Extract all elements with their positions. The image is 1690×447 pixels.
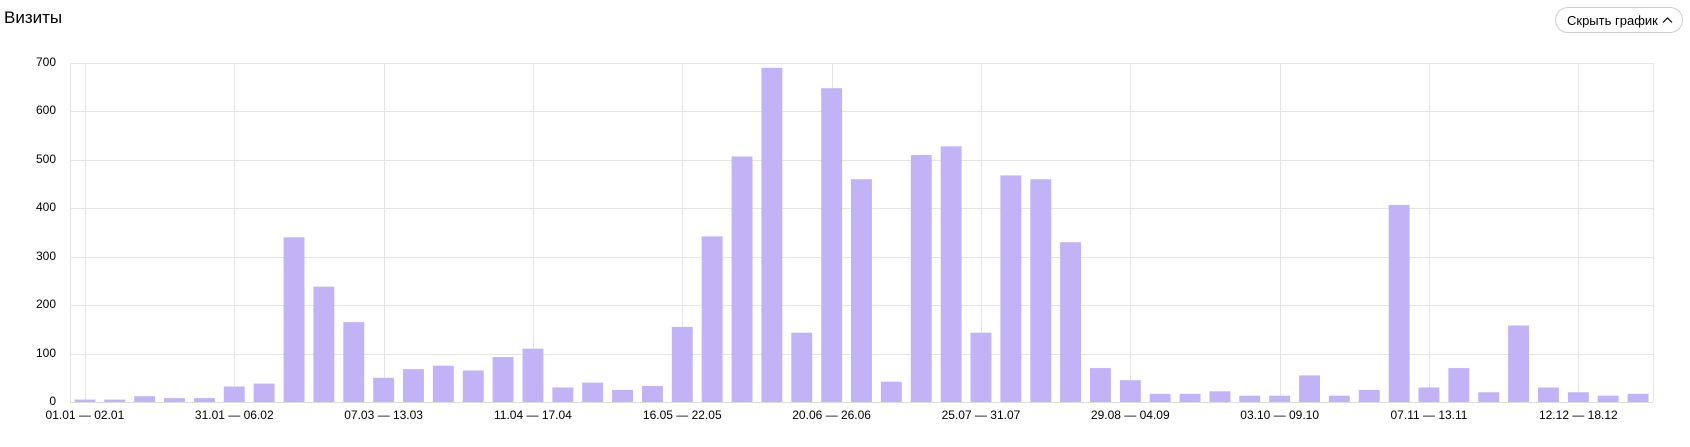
chart-bar[interactable] <box>194 398 215 402</box>
chart-bar[interactable] <box>1209 391 1231 402</box>
chart-bar[interactable] <box>403 369 424 402</box>
chart-bar[interactable] <box>731 156 753 403</box>
y-axis-tick-label: 300 <box>35 248 56 263</box>
chart-bar[interactable] <box>821 88 843 402</box>
chart-bar[interactable] <box>223 386 245 403</box>
chart-bar[interactable] <box>1538 387 1559 403</box>
y-axis-tick-label: 400 <box>35 200 56 215</box>
x-axis-tick-label: 20.06 — 26.06 <box>792 408 871 422</box>
chart-bar[interactable] <box>1597 395 1619 402</box>
chart-bar[interactable] <box>851 179 872 402</box>
chart-bar[interactable] <box>1060 242 1081 402</box>
chart-bar[interactable] <box>343 322 365 402</box>
chart-bar[interactable] <box>1418 387 1440 403</box>
hide-chart-label: Скрыть график <box>1567 12 1658 28</box>
chart-bar[interactable] <box>671 326 693 402</box>
hide-chart-button[interactable]: Скрыть график <box>1555 7 1683 33</box>
chart-bar[interactable] <box>1179 393 1201 402</box>
y-axis-tick-label: 500 <box>35 151 56 166</box>
chart-bar[interactable] <box>373 377 395 402</box>
chart-bar[interactable] <box>761 67 783 403</box>
chart-bar[interactable] <box>134 396 156 402</box>
chart-bar[interactable] <box>522 348 544 402</box>
y-axis-tick-label: 0 <box>49 394 56 408</box>
page-title: Визиты <box>4 8 63 27</box>
chart-bar[interactable] <box>880 381 902 402</box>
x-axis-tick-label: 01.01 — 02.01 <box>45 408 125 422</box>
chart-bar[interactable] <box>1508 325 1529 403</box>
chart-bar[interactable] <box>74 399 96 402</box>
chart-bar[interactable] <box>1627 393 1649 402</box>
chart-bar[interactable] <box>1478 392 1500 402</box>
y-axis-tick-label: 600 <box>35 103 56 118</box>
chart-bar[interactable] <box>1358 389 1380 402</box>
chart-bar[interactable] <box>940 146 962 402</box>
chart-bar[interactable] <box>1299 375 1320 402</box>
chart-bar[interactable] <box>642 386 663 402</box>
x-axis-tick-label: 29.08 — 04.09 <box>1090 408 1170 422</box>
chart-bar[interactable] <box>1448 368 1470 402</box>
chart-bar[interactable] <box>253 383 275 402</box>
chart-bar[interactable] <box>462 370 484 403</box>
chart-bar[interactable] <box>492 357 514 402</box>
chart-bar[interactable] <box>1388 204 1410 402</box>
chart-bar[interactable] <box>432 365 454 402</box>
chart-bar[interactable] <box>164 398 185 402</box>
chart-bar[interactable] <box>612 389 633 402</box>
chart-bar[interactable] <box>701 236 723 402</box>
x-axis-tick-label: 25.07 — 31.07 <box>941 408 1021 422</box>
chart-bar[interactable] <box>1149 393 1171 402</box>
chart-bar[interactable] <box>1567 392 1589 402</box>
x-axis-tick-label: 16.05 — 22.05 <box>642 408 722 422</box>
chart-bar[interactable] <box>791 332 813 402</box>
chevron-up-icon <box>1662 16 1673 24</box>
x-axis-tick-label: 12.12 — 18.12 <box>1538 408 1618 422</box>
y-axis-tick-label: 700 <box>35 55 56 69</box>
y-axis-tick-label: 100 <box>35 345 56 360</box>
chart-bar[interactable] <box>1000 175 1022 402</box>
chart-bar[interactable] <box>1239 395 1261 402</box>
chart-bar[interactable] <box>552 387 574 403</box>
x-axis-tick-label: 31.01 — 06.02 <box>194 408 274 422</box>
chart-bar[interactable] <box>1328 395 1350 402</box>
chart-bar[interactable] <box>970 332 992 402</box>
x-axis-tick-label: 07.11 — 13.11 <box>1390 408 1468 422</box>
y-axis-tick-label: 200 <box>35 297 56 312</box>
chart-bar[interactable] <box>1269 395 1291 402</box>
x-axis-tick-label: 07.03 — 13.03 <box>344 408 423 422</box>
x-axis-tick-label: 11.04 — 17.04 <box>494 408 572 422</box>
chart-bar[interactable] <box>283 237 305 402</box>
chart-bar[interactable] <box>313 286 335 402</box>
chart-bar[interactable] <box>1090 368 1111 402</box>
chart-bar[interactable] <box>104 399 126 402</box>
chart-bar[interactable] <box>582 382 604 402</box>
x-axis-tick-label: 03.10 — 09.10 <box>1240 408 1320 422</box>
chart-bar[interactable] <box>910 155 932 402</box>
chart-bar[interactable] <box>1030 179 1052 402</box>
chart-bar[interactable] <box>1119 380 1141 402</box>
